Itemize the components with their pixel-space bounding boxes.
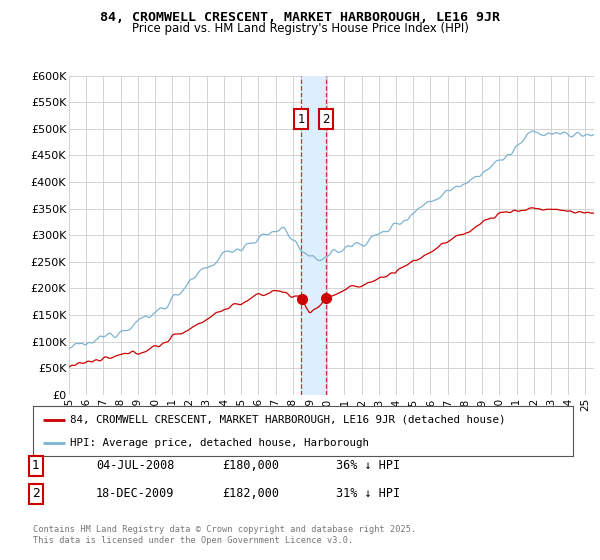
Text: 18-DEC-2009: 18-DEC-2009 [96, 487, 175, 501]
Text: 31% ↓ HPI: 31% ↓ HPI [336, 487, 400, 501]
Text: 84, CROMWELL CRESCENT, MARKET HARBOROUGH, LE16 9JR (detached house): 84, CROMWELL CRESCENT, MARKET HARBOROUGH… [70, 414, 505, 424]
Text: 04-JUL-2008: 04-JUL-2008 [96, 459, 175, 473]
Text: 1: 1 [298, 113, 305, 126]
Bar [301, 76, 326, 395]
Text: HPI: Average price, detached house, Harborough: HPI: Average price, detached house, Harb… [70, 438, 369, 448]
Text: Contains HM Land Registry data © Crown copyright and database right 2025.
This d: Contains HM Land Registry data © Crown c… [33, 525, 416, 545]
Text: £182,000: £182,000 [222, 487, 279, 501]
Text: 2: 2 [32, 487, 40, 501]
Text: £180,000: £180,000 [222, 459, 279, 473]
Text: 2: 2 [323, 113, 330, 126]
Text: 1: 1 [32, 459, 40, 473]
Text: 84, CROMWELL CRESCENT, MARKET HARBOROUGH, LE16 9JR: 84, CROMWELL CRESCENT, MARKET HARBOROUGH… [100, 11, 500, 24]
Text: 36% ↓ HPI: 36% ↓ HPI [336, 459, 400, 473]
Text: Price paid vs. HM Land Registry's House Price Index (HPI): Price paid vs. HM Land Registry's House … [131, 22, 469, 35]
